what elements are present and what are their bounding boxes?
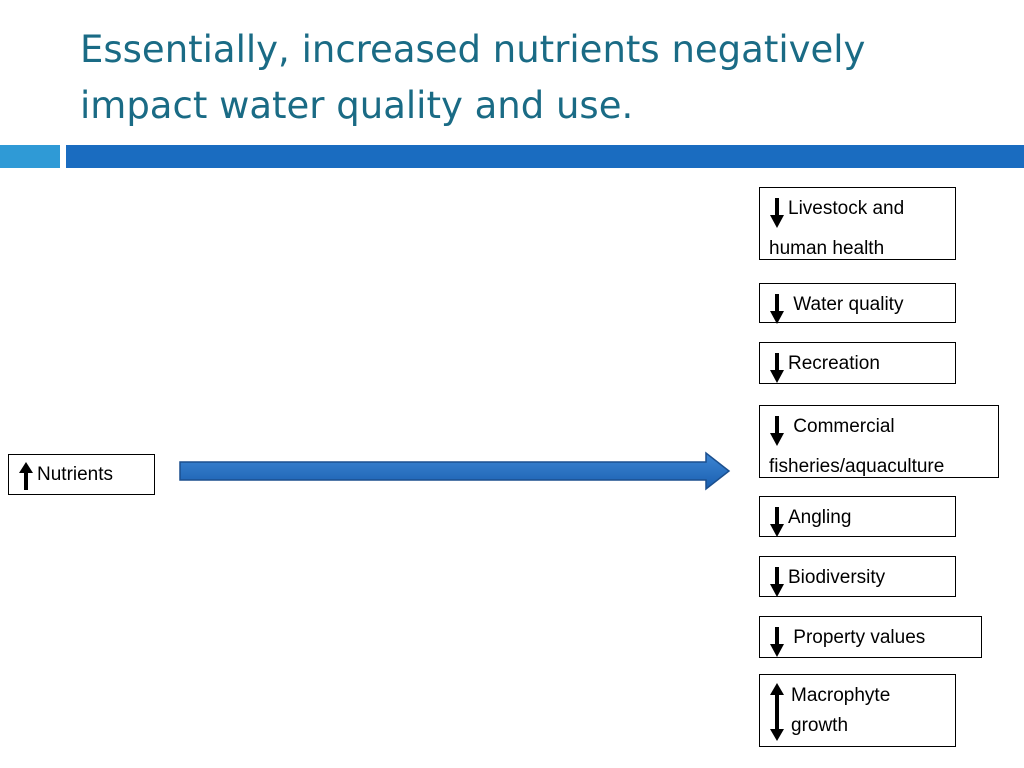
impact-label: Angling [788,507,852,528]
down-arrow-icon [769,294,785,334]
down-arrow-icon [769,567,785,607]
impact-box-water-quality: Water quality [759,283,956,324]
impact-label: Livestock and human health [769,198,905,259]
down-arrow-icon [769,353,785,393]
down-arrow-icon [769,507,785,547]
impact-label: Water quality [788,294,904,315]
impact-label: Macrophyte growth [791,685,891,736]
impact-box-biodiversity: Biodiversity [759,556,956,597]
nutrients-box: Nutrients [8,454,155,495]
impact-box-commercial-fisheries: Commercial fisheries/aquaculture [759,405,999,478]
up-down-arrow-icon [769,683,785,751]
impact-label: Commercial fisheries/aquaculture [769,416,945,477]
header-accent-bar-left [0,145,60,168]
down-arrow-icon [769,198,785,238]
down-arrow-icon [769,416,785,456]
slide-title: Essentially, increased nutrients negativ… [80,28,866,127]
up-arrow-icon [18,462,34,500]
impact-box-livestock-health: Livestock and human health [759,187,956,260]
impact-box-property-values: Property values [759,616,982,658]
nutrients-label: Nutrients [37,464,114,485]
impact-label: Property values [788,627,926,648]
impact-box-macrophyte-growth: Macrophyte growth [759,674,956,747]
right-arrow-icon [179,451,731,491]
impact-label: Biodiversity [788,567,886,588]
impact-box-angling: Angling [759,496,956,537]
impact-box-recreation: Recreation [759,342,956,384]
header-accent-bar-right [66,145,1024,168]
impact-label: Recreation [788,353,880,374]
down-arrow-icon [769,627,785,667]
